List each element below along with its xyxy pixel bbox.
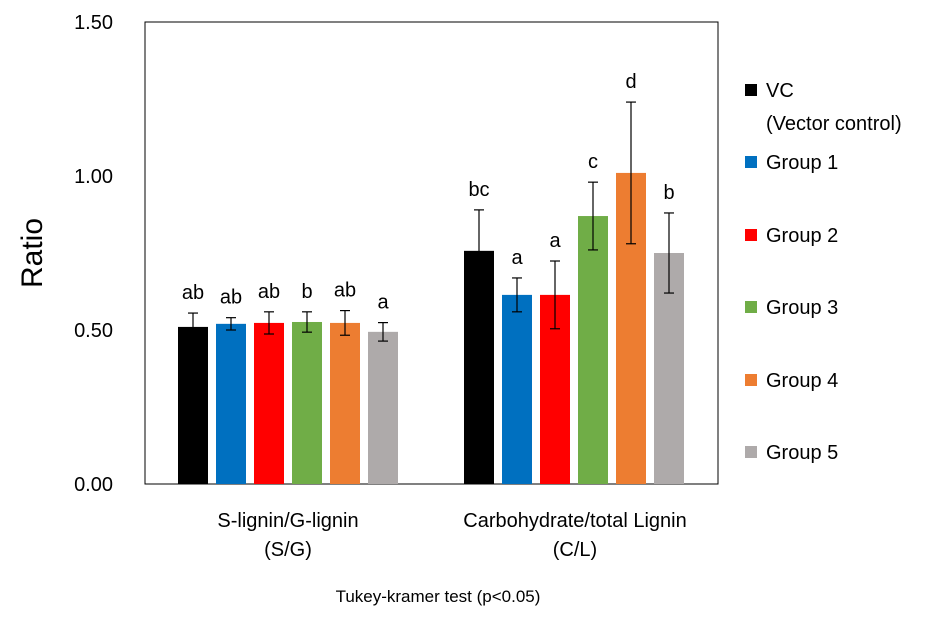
significance-letter: ab <box>220 287 242 309</box>
significance-letter: ab <box>182 282 204 304</box>
legend-label: Group 4 <box>766 370 838 392</box>
legend-label: VC <box>766 80 794 102</box>
significance-letter: d <box>625 71 636 93</box>
y-tick-label: 0.00 <box>74 474 113 496</box>
legend-label: Group 5 <box>766 442 838 464</box>
x-category-label: S-lignin/G-lignin <box>217 510 358 532</box>
x-category-label: (S/G) <box>264 539 312 561</box>
legend-swatch <box>745 229 757 241</box>
y-tick-label: 1.50 <box>74 12 113 34</box>
significance-letter: bc <box>468 179 489 201</box>
significance-letter: a <box>511 247 523 269</box>
significance-letter: ab <box>334 280 356 302</box>
legend-label: (Vector control) <box>766 113 902 135</box>
y-tick-label: 0.50 <box>74 320 113 342</box>
significance-letter: a <box>377 292 389 314</box>
legend-swatch <box>745 84 757 96</box>
significance-letter: a <box>549 230 561 252</box>
x-axis-note: Tukey-kramer test (p<0.05) <box>336 587 541 606</box>
legend-label: Group 1 <box>766 152 838 174</box>
bar <box>216 323 246 484</box>
y-axis-label: Ratio <box>16 218 49 288</box>
legend-swatch <box>745 156 757 168</box>
x-category-label: Carbohydrate/total Lignin <box>463 510 686 532</box>
significance-letter: ab <box>258 281 280 303</box>
legend-label: Group 3 <box>766 297 838 319</box>
legend-swatch <box>745 301 757 313</box>
legend-swatch <box>745 374 757 386</box>
y-tick-label: 1.00 <box>74 166 113 188</box>
legend-label: Group 2 <box>766 225 838 247</box>
bar <box>330 322 360 484</box>
bar <box>292 321 322 484</box>
significance-letter: b <box>301 281 312 303</box>
legend-swatch <box>745 446 757 458</box>
bar <box>254 322 284 484</box>
significance-letter: b <box>663 182 674 204</box>
significance-letter: c <box>588 151 598 173</box>
bar <box>578 216 608 485</box>
bar <box>502 294 532 484</box>
bar <box>178 326 208 484</box>
x-category-label: (C/L) <box>553 539 597 561</box>
bar <box>368 331 398 484</box>
